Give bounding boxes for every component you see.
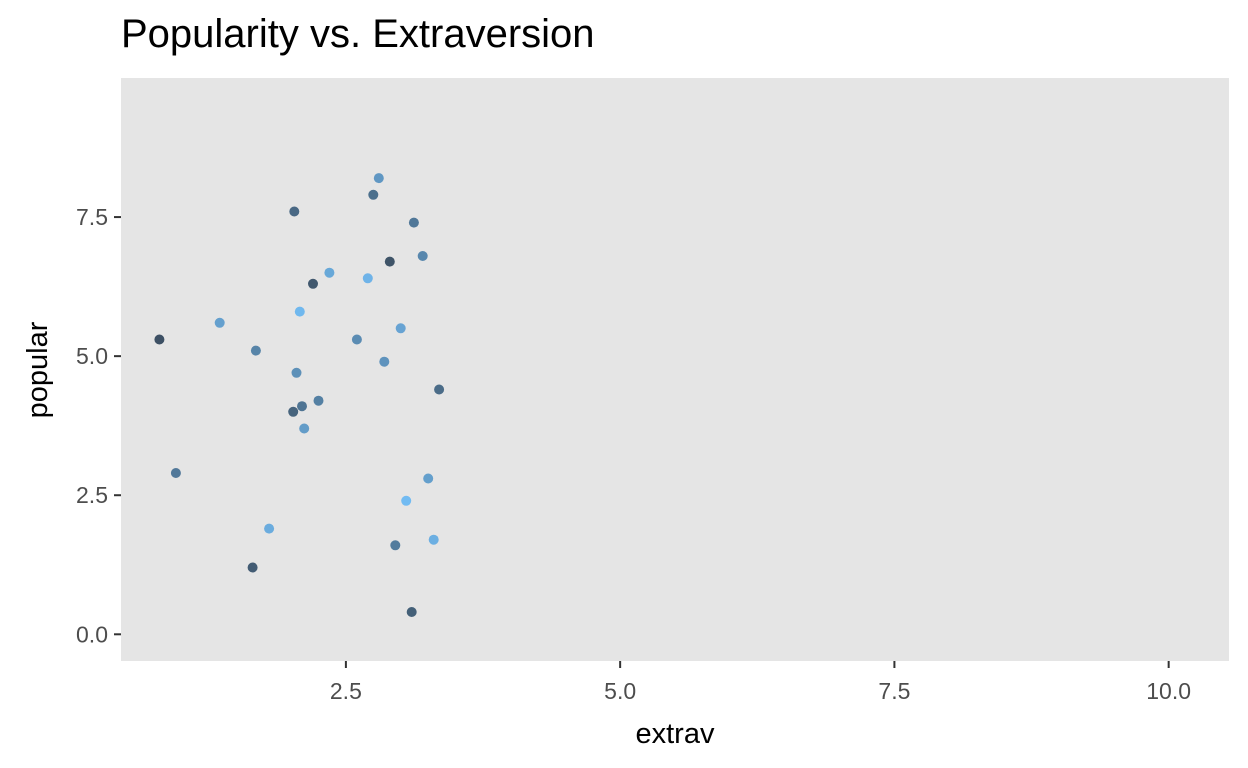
scatter-point [297,401,307,412]
scatter-point [395,323,406,334]
x-tick-label: 2.5 [330,678,362,704]
scatter-point [423,473,434,484]
x-axis: 2.5 5.0 7.5 10.0 [330,661,1191,704]
scatter-point [288,406,299,417]
scatter-point [299,423,310,434]
scatter-point [294,306,305,317]
chart-title: Popularity vs. Extraversion [121,12,595,56]
scatter-point [390,540,401,551]
points-layer [154,173,445,617]
plot-panel [121,78,1229,661]
scatter-point [308,278,318,289]
scatter-point [373,173,384,184]
scatter-point [264,523,275,534]
scatter-point [351,334,362,345]
scatter-point [384,256,395,267]
x-tick-label: 5.0 [604,678,636,704]
scatter-point [324,267,335,278]
y-tick-label: 0.0 [76,621,108,647]
y-axis-title: popular [22,321,54,418]
scatter-point [170,468,181,478]
scatter-point [154,334,165,345]
scatter-point [291,367,302,378]
y-tick-label: 2.5 [76,482,108,508]
scatter-point [247,562,258,573]
scatter-point [401,495,412,506]
scatter-point [313,395,324,406]
scatter-point [408,217,419,228]
scatter-point [417,251,428,261]
scatter-point [379,356,390,367]
x-tick-label: 10.0 [1146,678,1191,704]
scatter-point [362,273,373,284]
y-tick-label: 7.5 [76,204,108,230]
y-axis: 0.0 2.5 5.0 7.5 [76,204,121,647]
y-tick-label: 5.0 [76,343,108,369]
scatter-point [368,189,379,200]
scatter-point [214,317,225,328]
scatter-point [250,345,261,356]
scatter-point [434,384,445,395]
x-tick-label: 7.5 [878,678,910,704]
scatter-point [428,534,439,545]
x-axis-title: extrav [636,718,715,750]
scatter-point [289,206,300,217]
scatter-point [406,607,417,617]
